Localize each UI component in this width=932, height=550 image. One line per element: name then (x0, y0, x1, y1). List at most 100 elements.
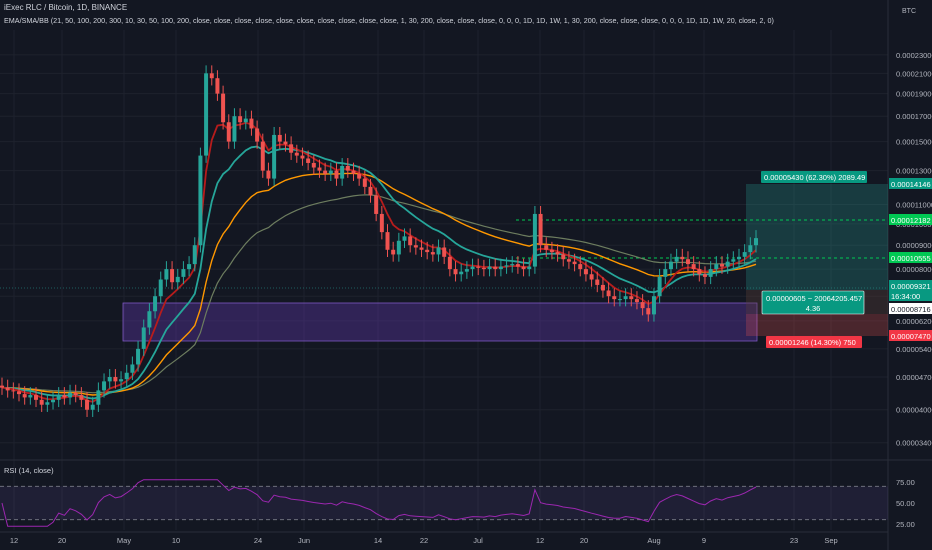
stop-label-box (766, 336, 862, 348)
price-tick-label: 0.00019000 (896, 90, 932, 99)
candle-body (51, 399, 56, 403)
candle-body (249, 118, 254, 129)
candle-body (11, 390, 16, 392)
price-tick-label: 0.00023000 (896, 51, 932, 60)
candle-body (453, 269, 458, 275)
price-tick-label: 0.00017000 (896, 112, 932, 121)
candle-body (204, 73, 209, 156)
candle-body (379, 213, 384, 233)
candle-body (515, 264, 520, 267)
candle-body (0, 385, 4, 388)
candle-body (130, 364, 135, 373)
candle-body (323, 170, 328, 174)
candle-body (606, 290, 611, 297)
rsi-pane (0, 479, 888, 527)
candle-body (300, 155, 305, 159)
candle-body (17, 391, 22, 395)
candle-body (345, 165, 350, 171)
price-tags: 0.00014146 0.00012182 0.00010555 0.00009321… (889, 178, 932, 341)
candle-body (306, 158, 311, 163)
candle-body (147, 311, 152, 328)
candle-body (175, 276, 180, 283)
entry-label: 0.00000605 ~ 20064205.457 (766, 294, 862, 303)
candle-body (436, 247, 441, 255)
candles (0, 65, 758, 417)
candle-body (255, 128, 260, 142)
candle-body (623, 296, 628, 300)
candle-body (45, 402, 50, 405)
time-tick-label: 14 (374, 536, 382, 545)
rsi-tick-label: 50.00 (896, 499, 915, 508)
candle-body (317, 167, 322, 171)
time-tick-label: May (117, 536, 131, 545)
price-tag (889, 178, 932, 189)
price-tick-label: 0.00004700 (896, 373, 932, 382)
rsi-band (0, 486, 888, 520)
candle-body (215, 78, 220, 94)
candle-body (396, 240, 401, 255)
candle-body (170, 269, 175, 283)
price-tag-label: 0.00012182 (891, 216, 931, 225)
price-axis[interactable]: 0.00023000 0.00021000 0.00019000 0.00017000… (896, 51, 932, 529)
candle-body (277, 134, 282, 142)
price-tag (889, 330, 932, 341)
position-tool[interactable]: 0.00005430 (62.30%) 2089.49 0.00000605 ~ … (761, 171, 867, 348)
stop-label: 0.00001246 (14.30%) 750 (769, 338, 856, 347)
candle-body (600, 284, 605, 291)
candle-body (572, 261, 577, 265)
price-tag-label: 0.00007470 (891, 332, 931, 341)
candle-body (725, 261, 730, 267)
candle-body (96, 390, 101, 405)
candle-body (198, 155, 203, 246)
candle-body (294, 152, 299, 156)
time-axis[interactable]: 12 20 May 10 24 Jun 14 22 Jul 12 20 Aug 9 23 Sep (10, 536, 838, 545)
candle-body (107, 377, 112, 382)
stop-zone (746, 314, 888, 336)
candle-body (442, 247, 447, 257)
candle-body (595, 279, 600, 285)
rsi-legend[interactable]: RSI (14, close) (4, 466, 54, 475)
target-label-box (761, 171, 867, 183)
candle-body (357, 173, 362, 179)
target-label: 0.00005430 (62.30%) 2089.49 (764, 173, 865, 182)
candle-body (22, 394, 27, 398)
candle-body (238, 116, 243, 123)
candle-body (28, 395, 33, 398)
candle-body (612, 296, 617, 300)
candle-body (680, 256, 685, 260)
indicator-legend[interactable]: EMA/SMA/BB (21, 50, 100, 200, 300, 10, 3… (4, 16, 774, 25)
candle-body (629, 296, 634, 300)
price-tag-label: 0.00009321 (891, 282, 931, 291)
candle-body (714, 264, 719, 270)
price-tag (889, 252, 932, 263)
candle-body (141, 327, 146, 349)
price-tick-label: 0.00009000 (896, 241, 932, 250)
candle-body (640, 302, 645, 309)
candle-body (476, 266, 481, 268)
price-tag (889, 290, 932, 301)
candle-body (663, 269, 668, 277)
candle-body (209, 73, 214, 79)
price-tick-label: 0.00013000 (896, 167, 932, 176)
candle-body (459, 271, 464, 275)
time-tick-label: 9 (702, 536, 706, 545)
price-tick-label: 0.00003400 (896, 439, 932, 448)
candle-body (413, 245, 418, 248)
candle-body (697, 269, 702, 275)
time-tick-label: 24 (254, 536, 262, 545)
price-tag-label: 0.00014146 (891, 180, 931, 189)
candle-body (158, 279, 163, 297)
candle-body (702, 274, 707, 277)
candle-body (708, 269, 713, 277)
time-tick-label: 22 (420, 536, 428, 545)
candle-body (731, 259, 736, 262)
candle-body (419, 247, 424, 250)
ema-teal-line (1, 145, 757, 400)
price-tag (889, 280, 932, 291)
candle-body (73, 392, 78, 396)
candle-body (385, 232, 390, 250)
time-tick-label: Aug (647, 536, 660, 545)
time-tick-label: 12 (10, 536, 18, 545)
